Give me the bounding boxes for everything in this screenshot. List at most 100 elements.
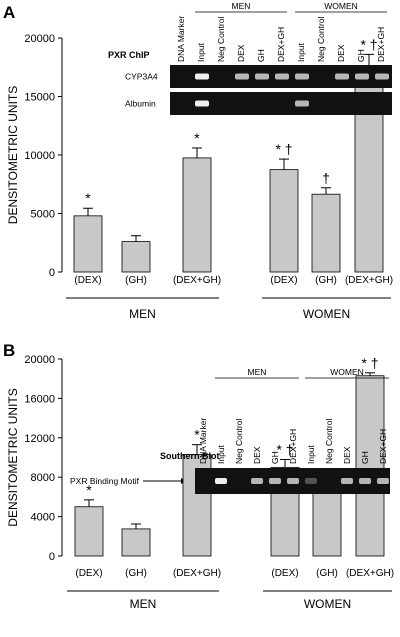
significance: * † xyxy=(361,355,378,371)
lane-label: Input xyxy=(296,42,306,62)
y-axis-title: DENSITOMETRIC UNITS xyxy=(6,388,20,526)
gel-band xyxy=(377,478,389,484)
lane-label: GH xyxy=(360,451,370,464)
bar xyxy=(121,241,151,273)
gel-row-label: CYP3A4 xyxy=(125,72,158,82)
x-tick-label: (DEX+GH) xyxy=(173,275,221,286)
lane-label: GH xyxy=(256,49,266,62)
gel-band xyxy=(195,73,209,80)
significance: † xyxy=(322,170,330,186)
gel-band xyxy=(215,478,227,484)
gel-row-label: Albumin xyxy=(125,99,156,109)
y-axis-title: DENSITOMETRIC UNITS xyxy=(6,86,20,224)
group-label: MEN xyxy=(129,307,156,321)
lane-label: DEX xyxy=(336,44,346,62)
gel-band xyxy=(255,73,269,80)
inset-title: Southern Blot xyxy=(160,451,220,461)
lane-label: Neg Control xyxy=(324,419,334,464)
gel-band xyxy=(235,73,249,80)
gel-band xyxy=(295,73,309,80)
gel-band xyxy=(269,478,281,484)
x-tick-label: (GH) xyxy=(316,568,338,579)
lane-label: DEX+GH xyxy=(276,27,286,62)
lane-group-label: MEN xyxy=(232,1,251,11)
x-tick-label: (GH) xyxy=(125,568,147,579)
significance: * † xyxy=(275,141,292,157)
lane-label: Neg Control xyxy=(216,17,226,62)
y-tick-label: 4000 xyxy=(31,512,55,524)
y-tick-label: 20000 xyxy=(24,33,55,45)
gel-band xyxy=(355,73,369,80)
significance: * xyxy=(194,427,200,443)
lane-label: DEX xyxy=(236,44,246,62)
lane-label: GH xyxy=(270,451,280,464)
lane-label: DNA Marker xyxy=(198,418,208,464)
lane-group-label: WOMEN xyxy=(330,367,364,377)
y-tick-label: 12000 xyxy=(24,433,55,445)
gel-band xyxy=(335,73,349,80)
y-tick-label: 5000 xyxy=(31,209,55,221)
x-tick-label: (DEX+GH) xyxy=(173,568,221,579)
x-tick-label: (GH) xyxy=(315,275,337,286)
gel-band xyxy=(287,478,299,484)
group-label: WOMEN xyxy=(303,307,350,321)
group-label: WOMEN xyxy=(304,597,351,611)
lane-label: DEX+GH xyxy=(378,429,388,464)
gel-band xyxy=(295,100,309,107)
lane-label: DEX xyxy=(342,446,352,464)
bar xyxy=(74,506,104,557)
bar xyxy=(269,169,299,273)
lane-label: Input xyxy=(196,42,206,62)
lane-group-label: WOMEN xyxy=(324,1,358,11)
inset-title: PXR ChIP xyxy=(108,50,150,60)
gel-band xyxy=(359,478,371,484)
gel-row-label: PXR Binding Motif xyxy=(70,476,140,486)
significance: * xyxy=(194,130,200,146)
lane-label: Neg Control xyxy=(234,419,244,464)
x-tick-label: (DEX+GH) xyxy=(346,568,394,579)
gel-band xyxy=(305,478,317,484)
bar xyxy=(73,215,103,273)
lane-label: GH xyxy=(356,49,366,62)
y-tick-label: 0 xyxy=(49,267,55,279)
lane-label: Input xyxy=(216,444,226,464)
x-tick-label: (DEX) xyxy=(270,275,297,286)
significance: * † xyxy=(360,36,377,52)
lane-label: DEX+GH xyxy=(288,429,298,464)
y-tick-label: 20000 xyxy=(24,354,55,366)
panel-label: A xyxy=(3,3,15,22)
y-tick-label: 0 xyxy=(49,551,55,563)
lane-label: DNA Marker xyxy=(176,16,186,62)
lane-label: Neg Control xyxy=(316,17,326,62)
bar xyxy=(182,157,212,273)
lane-group-label: MEN xyxy=(248,367,267,377)
y-tick-label: 8000 xyxy=(31,472,55,484)
lane-label: DEX+GH xyxy=(376,27,386,62)
gel-band xyxy=(251,478,263,484)
x-tick-label: (DEX) xyxy=(271,568,298,579)
significance: * xyxy=(86,482,92,498)
y-tick-label: 16000 xyxy=(24,393,55,405)
lane-label: DEX xyxy=(252,446,262,464)
y-tick-label: 10000 xyxy=(24,150,55,162)
lane-label: Input xyxy=(306,444,316,464)
gel-band xyxy=(195,100,209,107)
significance: * † xyxy=(276,441,293,457)
panel-label: B xyxy=(3,341,15,360)
x-tick-label: (DEX+GH) xyxy=(345,275,393,286)
bar xyxy=(312,491,342,557)
x-tick-label: (DEX) xyxy=(74,275,101,286)
gel-band xyxy=(375,73,389,80)
gel-band xyxy=(341,478,353,484)
x-tick-label: (DEX) xyxy=(75,568,102,579)
gel-row xyxy=(170,92,392,115)
significance: * xyxy=(85,190,91,206)
gel-band xyxy=(275,73,289,80)
bar xyxy=(311,193,341,273)
bar xyxy=(121,528,151,557)
y-tick-label: 15000 xyxy=(24,92,55,104)
bar xyxy=(355,375,385,557)
group-label: MEN xyxy=(130,597,157,611)
x-tick-label: (GH) xyxy=(125,275,147,286)
